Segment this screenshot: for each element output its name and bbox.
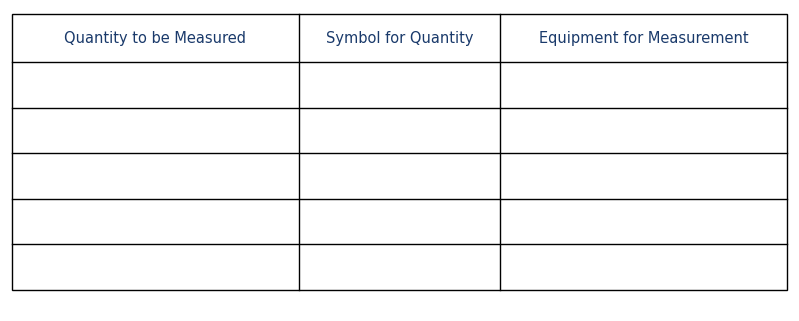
- Text: Quantity to be Measured: Quantity to be Measured: [65, 30, 246, 46]
- Bar: [12, 14, 787, 290]
- Text: Symbol for Quantity: Symbol for Quantity: [326, 30, 473, 46]
- Text: Equipment for Measurement: Equipment for Measurement: [539, 30, 749, 46]
